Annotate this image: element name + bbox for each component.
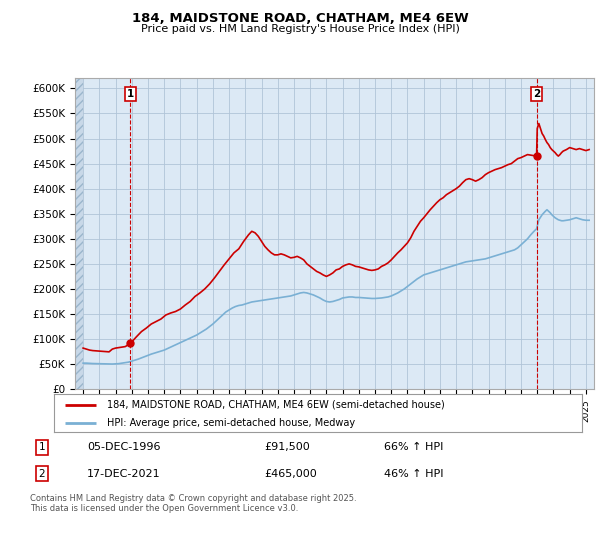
Bar <box>75 78 83 389</box>
Text: 1: 1 <box>38 442 46 452</box>
Text: Price paid vs. HM Land Registry's House Price Index (HPI): Price paid vs. HM Land Registry's House … <box>140 24 460 34</box>
Text: 1: 1 <box>127 89 134 99</box>
Text: £465,000: £465,000 <box>264 469 317 479</box>
Text: 184, MAIDSTONE ROAD, CHATHAM, ME4 6EW: 184, MAIDSTONE ROAD, CHATHAM, ME4 6EW <box>131 12 469 25</box>
Text: 46% ↑ HPI: 46% ↑ HPI <box>384 469 443 479</box>
Text: 17-DEC-2021: 17-DEC-2021 <box>87 469 161 479</box>
Text: 2: 2 <box>533 89 540 99</box>
Text: 66% ↑ HPI: 66% ↑ HPI <box>384 442 443 452</box>
Text: HPI: Average price, semi-detached house, Medway: HPI: Average price, semi-detached house,… <box>107 418 355 428</box>
Text: Contains HM Land Registry data © Crown copyright and database right 2025.
This d: Contains HM Land Registry data © Crown c… <box>30 494 356 514</box>
Text: 2: 2 <box>38 469 46 479</box>
Text: 05-DEC-1996: 05-DEC-1996 <box>87 442 161 452</box>
Text: £91,500: £91,500 <box>264 442 310 452</box>
Text: 184, MAIDSTONE ROAD, CHATHAM, ME4 6EW (semi-detached house): 184, MAIDSTONE ROAD, CHATHAM, ME4 6EW (s… <box>107 400 445 410</box>
